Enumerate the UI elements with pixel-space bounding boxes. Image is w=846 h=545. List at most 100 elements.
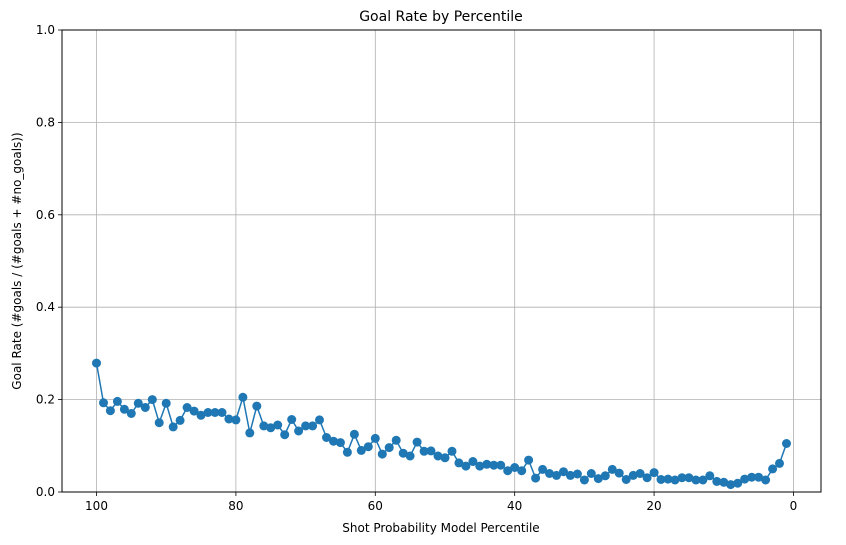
data-point xyxy=(740,474,750,484)
data-point xyxy=(287,415,297,424)
data-point xyxy=(545,469,554,478)
x-tick-label: 0 xyxy=(790,499,798,513)
data-point xyxy=(426,446,436,456)
data-point xyxy=(649,468,659,478)
data-point xyxy=(384,443,394,453)
data-point xyxy=(628,470,638,480)
data-point xyxy=(315,415,324,425)
data-point xyxy=(559,467,568,477)
data-point xyxy=(363,442,373,452)
y-tick-label: 0.0 xyxy=(36,485,55,499)
data-point xyxy=(705,471,715,481)
data-point xyxy=(761,475,771,485)
data-point xyxy=(196,410,206,420)
data-point xyxy=(133,398,143,408)
data-point xyxy=(768,464,778,474)
data-point xyxy=(231,415,241,425)
data-point xyxy=(161,398,171,408)
data-point xyxy=(642,473,652,483)
data-point xyxy=(461,461,471,471)
data-point xyxy=(280,430,290,440)
data-point xyxy=(294,426,304,436)
data-point xyxy=(754,472,764,482)
data-point xyxy=(621,475,631,484)
data-point xyxy=(154,418,164,428)
x-tick-label: 20 xyxy=(646,499,661,513)
data-point xyxy=(329,436,338,446)
data-point xyxy=(224,414,234,424)
data-point xyxy=(356,445,366,455)
data-point xyxy=(552,470,561,480)
y-tick-label: 0.8 xyxy=(36,115,55,129)
data-point xyxy=(210,408,220,417)
data-point xyxy=(712,476,722,486)
data-point xyxy=(140,403,150,412)
data-point xyxy=(391,435,401,445)
grid-lines xyxy=(62,29,821,493)
data-point xyxy=(726,480,736,490)
data-point xyxy=(273,420,283,430)
x-tick-label: 100 xyxy=(85,499,108,513)
data-point xyxy=(99,398,108,408)
data-point xyxy=(175,415,185,425)
data-point xyxy=(691,475,701,485)
data-point xyxy=(565,470,575,480)
data-point xyxy=(775,458,784,468)
data-point xyxy=(342,447,352,457)
data-point xyxy=(600,471,610,481)
data-point xyxy=(677,473,687,483)
data-point xyxy=(447,446,457,456)
data-point xyxy=(510,463,520,472)
data-point xyxy=(203,408,213,417)
data-point xyxy=(538,464,548,474)
data-point xyxy=(92,358,101,368)
series-line xyxy=(95,362,788,486)
data-point xyxy=(335,438,345,448)
data-point xyxy=(126,409,136,418)
data-point xyxy=(433,451,443,461)
data-point xyxy=(489,460,499,470)
data-point xyxy=(252,401,262,411)
data-point xyxy=(579,475,589,485)
x-axis-label: Shot Probability Model Percentile xyxy=(342,521,539,535)
data-point xyxy=(670,475,680,485)
x-axis-ticks: 100 80 60 40 20 0 xyxy=(85,492,797,513)
data-point xyxy=(377,449,387,459)
data-point xyxy=(614,468,624,478)
data-point xyxy=(496,460,506,470)
data-point xyxy=(112,396,122,406)
chart-title: Goal Rate by Percentile xyxy=(359,9,523,25)
x-tick-label: 40 xyxy=(507,499,522,513)
data-point xyxy=(524,455,534,465)
data-point xyxy=(189,406,199,416)
data-point xyxy=(370,433,380,443)
data-point xyxy=(454,458,464,468)
data-point xyxy=(719,477,729,487)
y-tick-label: 0.2 xyxy=(36,393,55,407)
data-point xyxy=(412,437,422,447)
data-point xyxy=(482,459,492,469)
y-tick-label: 0.6 xyxy=(36,208,55,222)
y-tick-label: 0.4 xyxy=(36,300,55,314)
data-point xyxy=(322,433,331,442)
data-point xyxy=(572,469,582,479)
data-point xyxy=(105,406,115,416)
data-point xyxy=(468,457,478,466)
x-tick-label: 60 xyxy=(368,499,383,513)
data-point xyxy=(398,448,408,458)
data-point xyxy=(147,395,157,405)
data-point xyxy=(656,475,666,484)
data-point xyxy=(593,474,603,484)
data-point xyxy=(245,428,255,438)
data-point xyxy=(733,478,743,488)
data-point xyxy=(308,421,318,431)
data-point xyxy=(517,466,527,476)
data-point xyxy=(419,446,429,456)
data-point xyxy=(182,403,192,412)
data-point xyxy=(301,421,311,431)
data-point xyxy=(440,453,450,463)
data-point xyxy=(405,451,415,461)
data-point xyxy=(503,466,513,476)
data-point xyxy=(747,472,757,482)
